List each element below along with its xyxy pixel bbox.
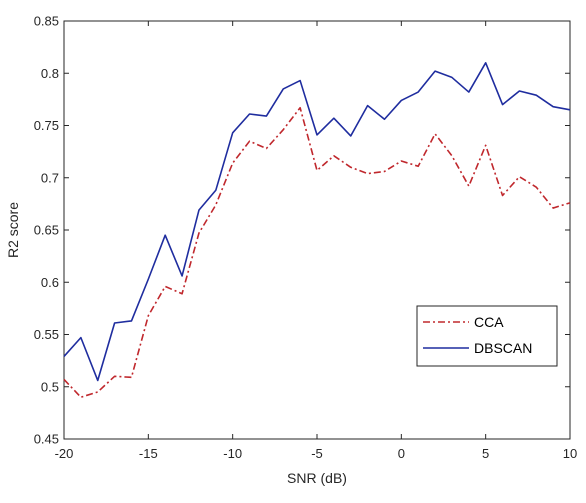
y-tick-label: 0.75: [34, 118, 59, 133]
legend-box: [416, 305, 558, 367]
y-tick-label: 0.65: [34, 223, 59, 238]
x-axis-label: SNR (dB): [287, 470, 347, 486]
y-tick-label: 0.55: [34, 327, 59, 342]
x-tick-label: 10: [563, 446, 577, 461]
x-tick-label: -20: [55, 446, 74, 461]
series-line-dbscan: [63, 61, 571, 382]
series-line-cca: [63, 106, 571, 399]
x-tick-label: 0: [398, 446, 405, 461]
x-tick-label: -10: [223, 446, 242, 461]
x-tick-label: -5: [311, 446, 323, 461]
y-tick-label: 0.6: [41, 275, 59, 290]
x-tick-label: -15: [139, 446, 158, 461]
y-tick-label: 0.85: [34, 14, 59, 29]
series-layer: [63, 61, 571, 399]
y-axis-label: R2 score: [5, 202, 21, 258]
legend-label-cca: CCA: [474, 314, 504, 330]
legend-label-dbscan: DBSCAN: [474, 340, 532, 356]
legend: CCA DBSCAN: [416, 305, 558, 367]
y-tick-label: 0.45: [34, 432, 59, 447]
x-tick-label: 5: [482, 446, 489, 461]
y-tick-label: 0.5: [41, 379, 59, 394]
y-tick-label: 0.8: [41, 66, 59, 81]
plot-area: [63, 20, 571, 440]
axis-layer: -20 -15 -10 -5 0 5 10 0.45 0.5 0.55 0.6 0.65 0.7 0.75…: [34, 14, 578, 462]
y-tick-label: 0.7: [41, 170, 59, 185]
